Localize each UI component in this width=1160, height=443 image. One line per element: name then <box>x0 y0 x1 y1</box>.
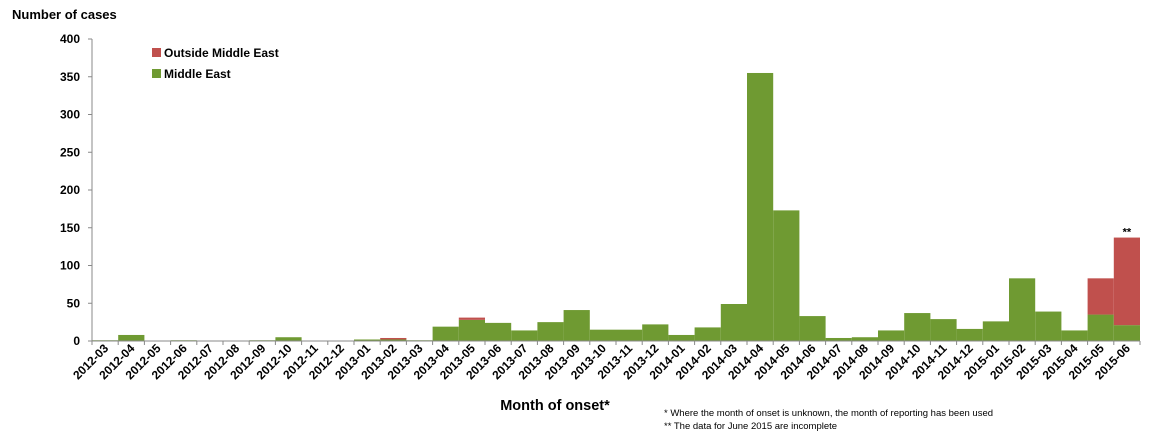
bar-middle-east-2014-04 <box>747 72 774 341</box>
bars-group <box>92 72 1140 342</box>
y-tick-label: 250 <box>60 145 80 159</box>
legend: Outside Middle East Middle East <box>152 46 279 81</box>
bar-middle-east-2013-10 <box>589 329 616 341</box>
y-axis-title: Number of cases <box>12 7 117 22</box>
bar-middle-east-2014-11 <box>930 319 957 341</box>
bar-outside-middle-east-2015-05 <box>1087 278 1114 315</box>
y-axis: 0 50 100 150 200 250 300 350 400 <box>60 32 92 348</box>
bar-middle-east-2013-05 <box>458 319 485 341</box>
y-tick-label: 300 <box>60 108 80 122</box>
bar-middle-east-2013-01 <box>354 339 381 341</box>
y-tick-label: 400 <box>60 32 80 46</box>
bar-middle-east-2015-02 <box>1009 278 1036 341</box>
bar-middle-east-2014-03 <box>720 304 747 341</box>
bar-middle-east-2014-12 <box>956 328 983 341</box>
bar-outside-middle-east-2015-06 <box>1113 237 1140 326</box>
y-tick-label: 0 <box>73 334 80 348</box>
footnote-1: * Where the month of onset is unknown, t… <box>664 408 993 419</box>
bar-middle-east-2014-06 <box>799 316 826 341</box>
y-tick-label: 350 <box>60 70 80 84</box>
bar-middle-east-2013-09 <box>563 310 590 341</box>
bar-outside-middle-east-2013-02 <box>380 337 407 340</box>
bar-middle-east-2014-02 <box>694 327 721 341</box>
bar-middle-east-2015-01 <box>982 321 1009 341</box>
x-axis-title: Month of onset* <box>500 398 610 414</box>
footnote-2: ** The data for June 2015 are incomplete <box>664 421 837 432</box>
x-axis: 2012-032012-042012-052012-062012-072012-… <box>70 341 1141 382</box>
bar-middle-east-2014-10 <box>904 313 931 341</box>
bar-middle-east-2014-01 <box>668 334 695 341</box>
bar-middle-east-2013-04 <box>432 326 459 341</box>
legend-label-middle-east: Middle East <box>164 67 231 81</box>
bar-middle-east-2013-11 <box>616 329 643 341</box>
bar-middle-east-2015-03 <box>1035 311 1062 341</box>
annotations: ** <box>1123 227 1132 239</box>
axes <box>91 39 1140 342</box>
y-tick-label: 100 <box>60 259 80 273</box>
bar-middle-east-2014-05 <box>773 210 800 341</box>
bar-middle-east-2013-02 <box>380 339 407 341</box>
bar-outside-middle-east-2013-05 <box>458 317 485 320</box>
bar-middle-east-2013-07 <box>511 330 538 341</box>
bar-middle-east-2014-08 <box>851 337 878 341</box>
bar-middle-east-2012-10 <box>275 337 302 341</box>
legend-swatch-middle-east <box>152 69 161 78</box>
bar-middle-east-2013-12 <box>642 324 669 341</box>
bar-middle-east-2013-08 <box>537 322 564 342</box>
bar-middle-east-2015-06 <box>1113 325 1140 341</box>
y-tick-label: 150 <box>60 221 80 235</box>
bar-middle-east-2015-04 <box>1061 330 1088 341</box>
annotation-2015-06: ** <box>1123 227 1132 239</box>
bar-middle-east-2014-09 <box>878 330 905 341</box>
bar-middle-east-2013-06 <box>485 322 512 341</box>
bar-middle-east-2015-05 <box>1087 314 1114 341</box>
legend-swatch-outside-middle-east <box>152 48 161 57</box>
bar-middle-east-2014-07 <box>825 337 852 341</box>
y-tick-label: 50 <box>67 296 81 310</box>
y-tick-label: 200 <box>60 183 80 197</box>
bar-middle-east-2012-04 <box>118 334 145 341</box>
legend-label-outside-middle-east: Outside Middle East <box>164 46 279 60</box>
